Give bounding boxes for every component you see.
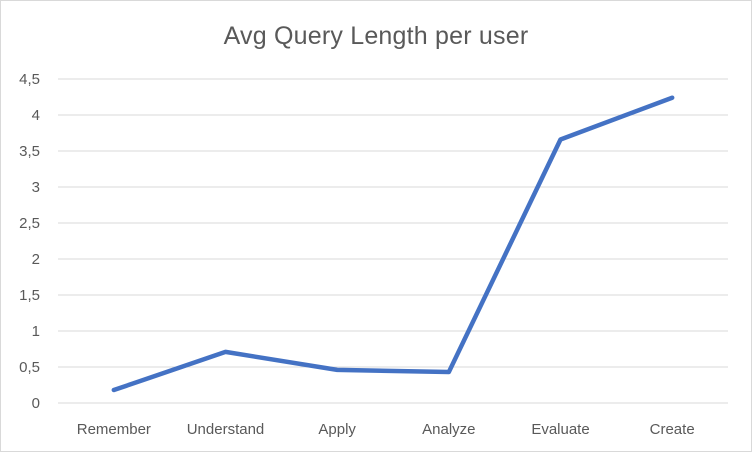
y-tick-label: 4 — [32, 107, 40, 124]
x-tick-label: Evaluate — [531, 421, 589, 438]
y-tick-label: 4,5 — [19, 71, 40, 88]
data-point — [560, 138, 561, 140]
x-tick-label: Remember — [77, 421, 151, 438]
data-point — [113, 389, 115, 391]
y-tick-label: 2 — [32, 251, 40, 268]
y-tick-label: 0 — [32, 395, 40, 412]
x-tick-label: Analyze — [422, 421, 475, 438]
x-tick-label: Create — [650, 421, 695, 438]
data-point — [336, 369, 338, 371]
data-point — [225, 351, 226, 353]
series-line — [111, 95, 675, 393]
chart-title: Avg Query Length per user — [223, 22, 529, 50]
y-tick-label: 3,5 — [19, 143, 40, 160]
y-tick-label: 2,5 — [19, 215, 40, 232]
y-tick-label: 1,5 — [19, 287, 40, 304]
x-tick-label: Understand — [187, 421, 265, 438]
data-point — [671, 97, 673, 99]
y-tick-label: 1 — [32, 323, 40, 340]
x-tick-label: Apply — [318, 421, 356, 438]
data-point — [448, 371, 450, 373]
y-tick-label: 3 — [32, 179, 40, 196]
y-tick-label: 0,5 — [19, 359, 40, 376]
